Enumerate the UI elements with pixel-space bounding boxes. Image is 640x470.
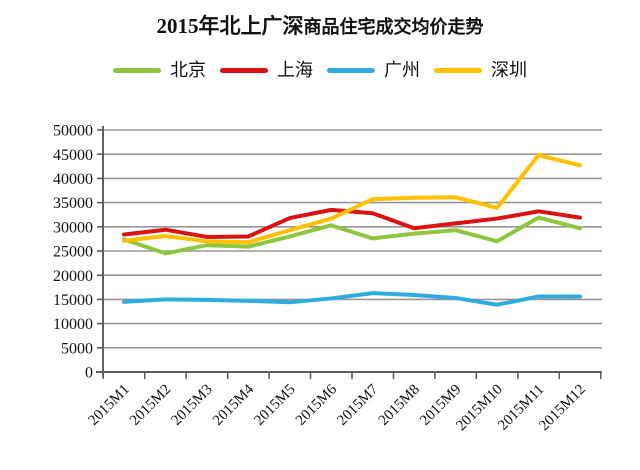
legend-line-swatch	[113, 67, 161, 73]
legend-item-shanghai: 上海	[220, 61, 313, 79]
x-tick-label: 2015M7	[334, 381, 382, 429]
axis-labels: 0 5000 10000 15000 20000 25000 30000 35000 40000…	[53, 123, 589, 434]
legend-line-swatch	[327, 67, 375, 73]
x-tick-label: 2015M3	[168, 382, 215, 429]
legend-label: 上海	[277, 60, 313, 80]
legend-item-shenzhen: 深圳	[434, 61, 527, 79]
gridlines	[103, 129, 602, 349]
y-tick-label: 20000	[53, 268, 93, 285]
x-tick-label: 2015M4	[210, 381, 258, 429]
y-tick-label: 45000	[53, 147, 93, 164]
legend: 北京 上海 广州 深圳	[0, 61, 640, 79]
legend-line-swatch	[434, 67, 482, 73]
series-lines	[122, 153, 582, 307]
y-tick-label: 10000	[53, 316, 93, 333]
x-tick-label: 2015M6	[293, 381, 341, 429]
x-tick-label: 2015M12	[536, 382, 589, 435]
x-tick-label: 2015M5	[251, 382, 298, 429]
legend-label: 广州	[384, 60, 420, 80]
y-tick-label: 50000	[53, 123, 93, 140]
chart-title-prefix: 2015年北上广深	[156, 14, 304, 38]
legend-line-swatch	[220, 67, 268, 73]
legend-label: 深圳	[491, 60, 527, 80]
x-tick-label: 2015M2	[127, 382, 174, 429]
y-tick-label: 5000	[61, 340, 93, 357]
y-tick-label: 30000	[53, 219, 93, 236]
chart-title: 2015年北上广深商品住宅成交均价走势	[0, 10, 640, 40]
series-line-3	[122, 153, 582, 245]
series-line-2	[122, 291, 582, 307]
legend-item-guangzhou: 广州	[327, 61, 420, 79]
y-tick-label: 40000	[53, 171, 93, 188]
y-tick-label: 35000	[53, 195, 93, 212]
legend-label: 北京	[170, 60, 206, 80]
y-tick-label: 25000	[53, 244, 93, 261]
legend-item-beijing: 北京	[113, 61, 206, 79]
x-tick-label: 2015M1	[86, 382, 133, 429]
y-tick-label: 0	[85, 365, 93, 382]
y-tick-label: 15000	[53, 292, 93, 309]
x-tick-label: 2015M8	[376, 382, 423, 429]
series-line-0	[122, 215, 582, 256]
series-line-1	[122, 207, 582, 239]
axes	[96, 126, 602, 379]
chart-title-suffix: 商品住宅成交均价走势	[303, 17, 484, 37]
